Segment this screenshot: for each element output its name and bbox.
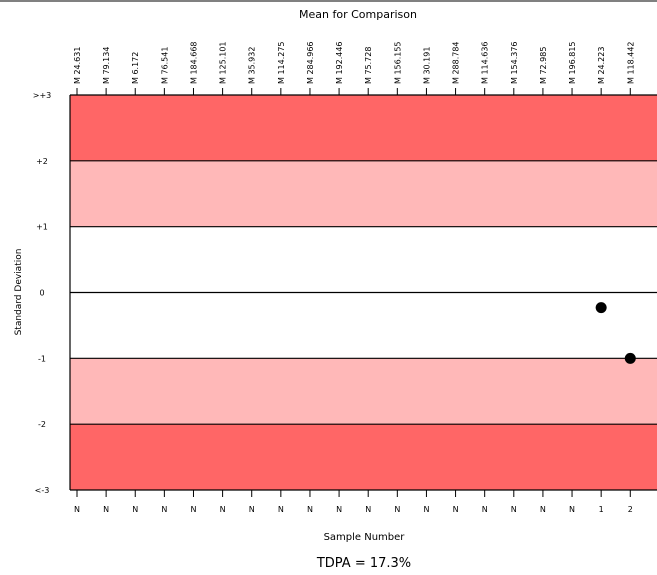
sample-label-5: N [190, 505, 196, 514]
y-tick-label-3: 0 [39, 289, 44, 298]
band-1 [70, 160, 657, 227]
mean-label-8: M 114.275 [277, 41, 286, 84]
y-tick-labels: >+3 +2 +1 0 -1 -2 <-3 [33, 91, 52, 495]
mean-label-20: M 118.442 [626, 41, 635, 84]
mean-label-4: M 76.541 [160, 47, 169, 84]
mean-labels: M 24.631 M 79.134 M 6.172 M 76.541 M 184.668… [73, 41, 635, 84]
band-4 [70, 424, 657, 490]
sample-label-14: N [453, 505, 459, 514]
data-point-1 [595, 302, 607, 314]
band-0 [70, 95, 657, 161]
deviation-bands [70, 95, 657, 490]
sample-label-4: N [161, 505, 167, 514]
data-point-2 [624, 352, 636, 364]
y-tick-label-2: +1 [36, 223, 48, 232]
y-tick-label-0: >+3 [33, 91, 52, 100]
mean-label-15: M 114.636 [481, 41, 490, 84]
band-borders [69, 94, 657, 491]
mean-label-1: M 24.631 [73, 47, 82, 84]
y-tick-label-6: <-3 [35, 486, 50, 495]
sample-label-6: N [220, 505, 226, 514]
sample-label-10: N [336, 505, 342, 514]
mean-label-17: M 72.985 [539, 47, 548, 84]
band-3 [70, 358, 657, 425]
sample-label-20: 2 [628, 505, 633, 514]
tdpa-footer: TDPA = 17.3% [316, 556, 411, 571]
mean-label-14: M 288.784 [452, 41, 461, 84]
sample-label-15: N [482, 505, 488, 514]
y-tick-label-4: -1 [38, 354, 46, 363]
chart-title: Mean for Comparison [299, 8, 417, 21]
y-tick-label-1: +2 [36, 157, 48, 166]
sample-label-7: N [249, 505, 255, 514]
mean-label-10: M 192.446 [335, 41, 344, 84]
sample-label-9: N [307, 505, 313, 514]
sample-label-16: N [511, 505, 517, 514]
sample-label-8: N [278, 505, 284, 514]
sample-label-19: 1 [599, 505, 604, 514]
sample-label-17: N [540, 505, 546, 514]
data-points [595, 302, 636, 364]
mean-label-6: M 125.101 [219, 41, 228, 84]
mean-label-3: M 6.172 [131, 52, 140, 84]
mean-label-11: M 75.728 [364, 47, 373, 84]
sample-label-13: N [423, 505, 429, 514]
sample-tick-marks [76, 490, 631, 497]
mean-tick-marks [76, 88, 631, 95]
mean-label-18: M 196.815 [568, 41, 577, 84]
sample-label-11: N [365, 505, 371, 514]
mean-label-13: M 30.191 [422, 47, 431, 84]
mean-label-9: M 284.966 [306, 41, 315, 84]
sample-label-12: N [394, 505, 400, 514]
mean-label-12: M 156.155 [393, 41, 402, 84]
mean-label-2: M 79.134 [102, 47, 111, 84]
y-tick-label-5: -2 [38, 420, 46, 429]
mean-label-19: M 24.223 [597, 47, 606, 84]
sample-label-18: N [569, 505, 575, 514]
sample-label-3: N [132, 505, 138, 514]
mean-label-16: M 154.376 [510, 41, 519, 84]
sample-label-2: N [103, 505, 109, 514]
mean-label-5: M 184.668 [189, 41, 198, 84]
mean-label-7: M 35.932 [248, 47, 257, 84]
y-axis-label: Standard Deviation [14, 249, 24, 336]
sample-label-1: N [74, 505, 80, 514]
sample-labels: N N N N N N N N N N N N N N N N N N 1 2 [74, 505, 633, 514]
x-axis-label: Sample Number [324, 532, 406, 543]
